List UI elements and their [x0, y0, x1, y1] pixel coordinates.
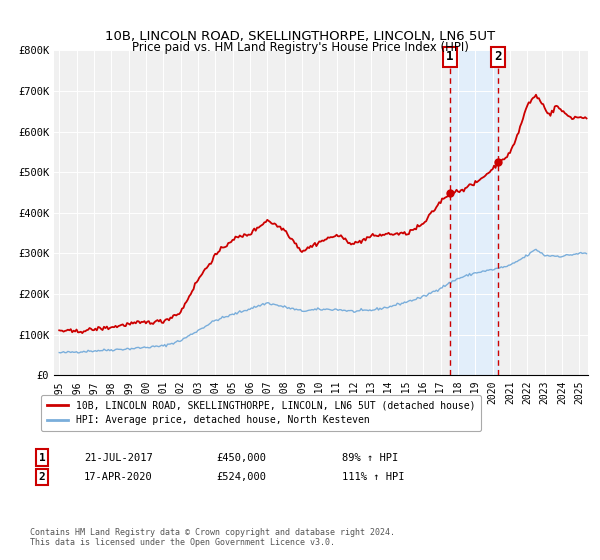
Text: £524,000: £524,000 — [216, 472, 266, 482]
Text: 1: 1 — [446, 50, 454, 63]
Text: 1: 1 — [38, 452, 46, 463]
Text: 21-JUL-2017: 21-JUL-2017 — [84, 452, 153, 463]
Text: 2: 2 — [494, 50, 502, 63]
Legend: 10B, LINCOLN ROAD, SKELLINGTHORPE, LINCOLN, LN6 5UT (detached house), HPI: Avera: 10B, LINCOLN ROAD, SKELLINGTHORPE, LINCO… — [41, 395, 481, 431]
Bar — [450, 50, 497, 375]
Text: 17-APR-2020: 17-APR-2020 — [84, 472, 153, 482]
Text: Contains HM Land Registry data © Crown copyright and database right 2024.
This d: Contains HM Land Registry data © Crown c… — [30, 528, 395, 547]
Text: Price paid vs. HM Land Registry's House Price Index (HPI): Price paid vs. HM Land Registry's House … — [131, 41, 469, 54]
Text: 111% ↑ HPI: 111% ↑ HPI — [342, 472, 404, 482]
Text: 10B, LINCOLN ROAD, SKELLINGTHORPE, LINCOLN, LN6 5UT: 10B, LINCOLN ROAD, SKELLINGTHORPE, LINCO… — [105, 30, 495, 43]
Text: 89% ↑ HPI: 89% ↑ HPI — [342, 452, 398, 463]
Text: 2: 2 — [38, 472, 46, 482]
Text: £450,000: £450,000 — [216, 452, 266, 463]
